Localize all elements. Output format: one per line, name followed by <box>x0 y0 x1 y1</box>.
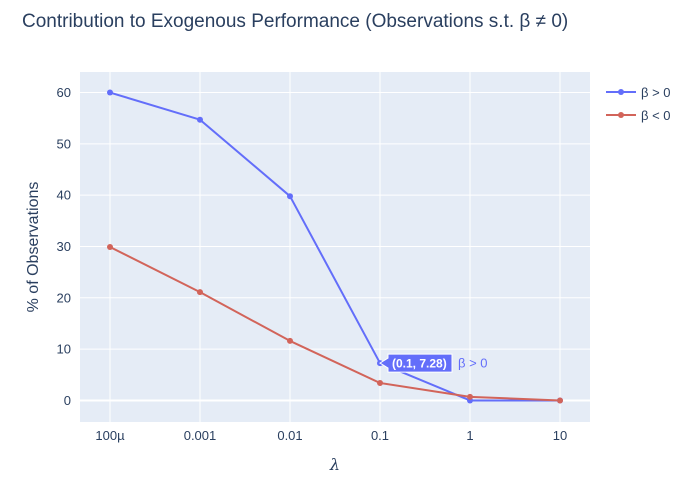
hover-box <box>379 353 453 373</box>
legend-label-beta-negative: β < 0 <box>641 108 671 123</box>
x-tick-label: 0.01 <box>277 428 302 443</box>
y-tick-labels: 0 10 20 30 40 50 60 <box>57 85 71 408</box>
series-line-1 <box>109 246 561 402</box>
hover-series-label: β > 0 <box>458 356 488 371</box>
series-line-0 <box>109 91 560 402</box>
legend-item-beta-positive[interactable]: β > 0 <box>606 85 671 100</box>
x-tick-label: 10 <box>553 428 567 443</box>
data-point <box>197 289 203 296</box>
y-tick-label: 30 <box>57 239 71 254</box>
y-gridlines <box>80 92 590 402</box>
x-tick-label: 1 <box>466 428 473 443</box>
plot-area <box>80 72 590 422</box>
series-points <box>107 89 563 404</box>
x-tick-label: 100µ <box>95 428 125 443</box>
y-tick-label: 40 <box>57 188 71 203</box>
y-tick-label: 50 <box>57 136 71 151</box>
chart-title: Contribution to Exogenous Performance (O… <box>22 11 568 32</box>
x-axis-title: λ <box>329 455 340 474</box>
data-point <box>557 397 563 404</box>
legend-item-beta-negative[interactable]: β < 0 <box>606 108 671 123</box>
data-point <box>467 393 473 400</box>
legend-label-beta-positive: β > 0 <box>641 85 671 100</box>
y-tick-label: 60 <box>57 85 71 100</box>
y-tick-label: 10 <box>57 342 71 357</box>
x-tick-labels: 100µ 0.001 0.01 0.1 1 10 <box>95 428 567 443</box>
legend-marker-beta-positive <box>618 89 624 95</box>
legend: β > 0 β < 0 <box>606 85 671 123</box>
hover-tooltip: (0.1, 7.28) β > 0 <box>379 353 488 373</box>
data-point <box>197 116 203 123</box>
y-axis-title: % of Observations <box>25 182 42 313</box>
data-point <box>107 244 113 250</box>
x-gridlines <box>109 72 561 422</box>
data-point <box>287 193 293 200</box>
series-lines <box>109 91 561 402</box>
y-tick-label: 20 <box>57 290 71 305</box>
x-tick-label: 0.001 <box>184 428 217 443</box>
legend-marker-beta-negative <box>618 112 624 118</box>
data-point <box>377 379 383 386</box>
data-point <box>107 89 113 96</box>
x-tick-label: 0.1 <box>371 428 389 443</box>
data-point <box>287 337 293 344</box>
y-tick-label: 0 <box>64 393 71 408</box>
hover-value-label: (0.1, 7.28) <box>392 357 447 371</box>
